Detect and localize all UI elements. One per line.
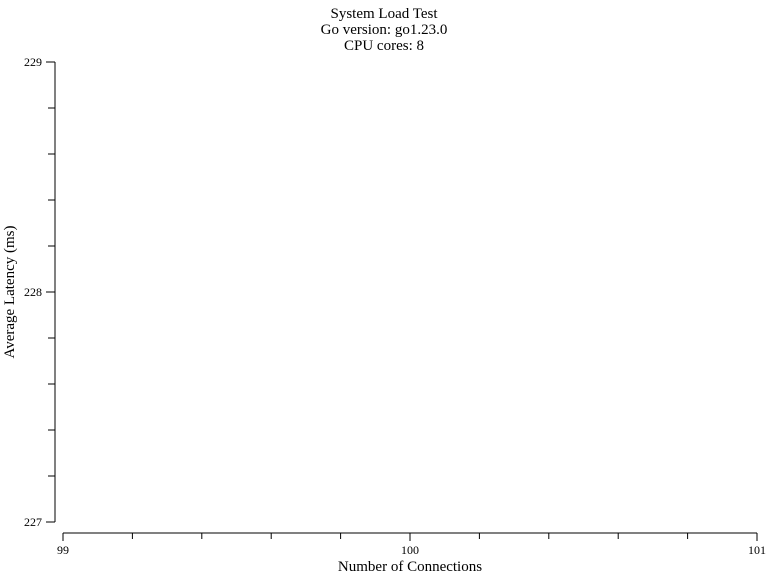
x-axis-label: Number of Connections xyxy=(338,559,482,575)
x-tick-label: 101 xyxy=(748,543,766,557)
x-tick-label: 100 xyxy=(401,543,419,557)
y-tick-label: 227 xyxy=(24,515,42,529)
subtitle-cpu-cores: CPU cores: 8 xyxy=(344,38,424,54)
y-axis-ticks: 227 228 229 xyxy=(24,55,55,529)
x-axis-ticks: 99 100 101 xyxy=(57,533,766,557)
subtitle-go-version: Go version: go1.23.0 xyxy=(321,22,448,38)
chart-title: System Load Test Go version: go1.23.0 CP… xyxy=(321,6,448,54)
x-tick-label: 99 xyxy=(57,543,69,557)
y-axis-label: Average Latency (ms) xyxy=(2,226,18,359)
y-tick-label: 228 xyxy=(24,285,42,299)
title-line: System Load Test xyxy=(331,6,439,22)
y-tick-label: 229 xyxy=(24,55,42,69)
